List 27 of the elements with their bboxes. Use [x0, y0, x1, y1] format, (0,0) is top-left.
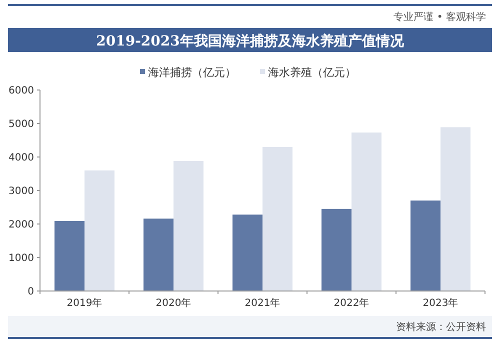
y-tick-label: 0	[28, 286, 34, 298]
text: 专业严谨 • 客观科学	[394, 11, 486, 23]
bar	[84, 170, 114, 291]
x-tick-label: 2020年	[156, 297, 192, 309]
text: 资料来源：公开资料	[396, 321, 486, 333]
y-tick-label: 1000	[8, 253, 34, 264]
y-tick-label: 6000	[8, 86, 34, 96]
y-tick-label: 4000	[8, 152, 34, 164]
x-tick-label: 2023年	[422, 297, 458, 309]
bar	[144, 218, 174, 291]
x-tick-label: 2022年	[334, 297, 370, 309]
legend-label: 海洋捕捞（亿元）	[148, 66, 236, 79]
bar	[440, 127, 470, 291]
bar	[54, 220, 84, 291]
bar	[232, 214, 262, 291]
bar	[352, 132, 382, 291]
y-tick-label: 2000	[8, 220, 34, 230]
x-tick-label: 2019年	[66, 297, 102, 309]
bar	[174, 161, 204, 291]
y-tick-label: 3000	[8, 186, 34, 197]
x-tick-label: 2021年	[244, 297, 280, 309]
chart-title: 2019-2023年我国海洋捕捞及海水养殖产值情况	[96, 32, 405, 50]
y-tick-label: 5000	[8, 119, 34, 130]
bar	[410, 200, 440, 291]
legend-label: 海水养殖（亿元）	[268, 66, 356, 79]
bar	[322, 208, 352, 291]
bar	[262, 146, 292, 291]
